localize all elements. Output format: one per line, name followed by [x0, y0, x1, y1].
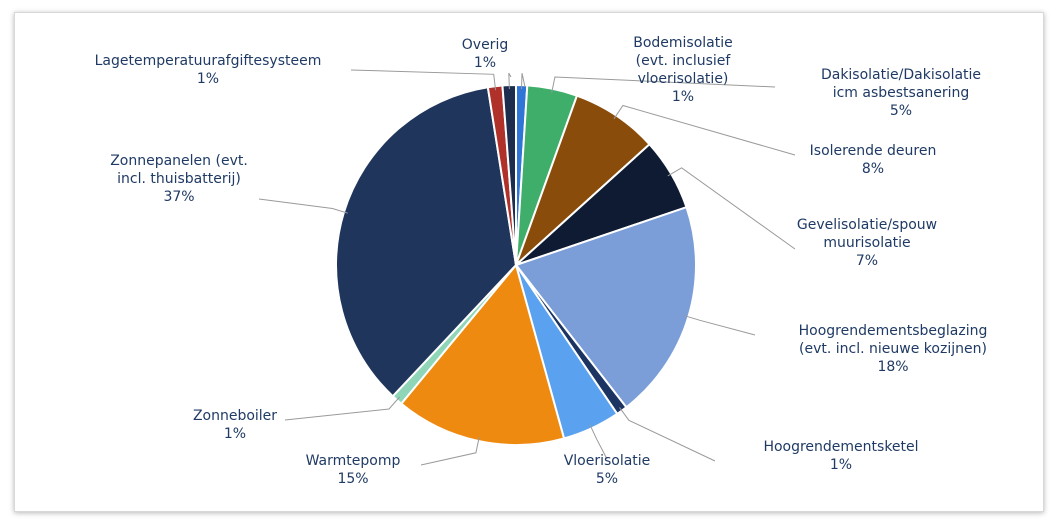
- slice-label-2: Dakisolatie/Dakisolatie icm asbestsanerin…: [821, 67, 981, 119]
- leader-line-5: [684, 315, 756, 336]
- slice-label-3: Isolerende deuren 8%: [810, 143, 937, 177]
- slice-label-11: Lagetemperatuurafgiftesysteem 1%: [95, 53, 322, 87]
- slice-label-8: Warmtepomp 15%: [306, 453, 401, 487]
- leader-line-8: [420, 436, 480, 466]
- slice-label-text: incl. thuisbatterij): [117, 171, 241, 187]
- slice-value-label: 5%: [890, 103, 912, 119]
- slice-label-10: Zonnepanelen (evt. incl. thuisbatterij) 37…: [110, 153, 248, 205]
- slice-label-text: Zonnepanelen (evt.: [110, 153, 248, 169]
- leader-line-7: [589, 424, 608, 460]
- leader-line-3: [613, 104, 796, 156]
- slice-label-text: Hoogrendementsketel: [763, 439, 918, 455]
- leader-line-6: [619, 407, 716, 462]
- slice-label-12: Overig 1%: [462, 37, 508, 71]
- slice-label-text: Overig: [462, 37, 508, 53]
- leader-line-11: [350, 69, 497, 91]
- leader-line-9: [284, 396, 400, 421]
- leader-line-2: [551, 76, 776, 93]
- slice-value-label: 1%: [197, 71, 219, 87]
- slice-label-text: Hoogrendementsbeglazing: [799, 323, 988, 339]
- slice-value-label: 1%: [830, 457, 852, 473]
- slice-value-label: 37%: [163, 189, 194, 205]
- slice-label-text: icm asbestsanering: [833, 85, 970, 101]
- leader-lines: [258, 69, 796, 466]
- slice-label-6: Hoogrendementsketel 1%: [763, 439, 918, 473]
- slice-label-text: Gevelisolatie/spouw: [797, 217, 937, 233]
- slice-value-label: 8%: [862, 161, 884, 177]
- pie-slices: [335, 83, 697, 446]
- slice-label-text: Zonneboiler: [193, 408, 277, 424]
- slice-label-text: (evt. incl. nieuwe kozijnen): [799, 341, 987, 357]
- slice-value-label: 1%: [672, 89, 694, 105]
- leader-line-4: [667, 167, 796, 250]
- leader-line-10: [258, 198, 348, 214]
- slice-label-text: Dakisolatie/Dakisolatie: [821, 67, 981, 83]
- slice-label-text: vloerisolatie): [638, 71, 729, 87]
- slice-label-text: Lagetemperatuurafgiftesysteem: [95, 53, 322, 69]
- slice-label-9: Zonneboiler 1%: [193, 408, 277, 442]
- slice-value-label: 5%: [596, 471, 618, 487]
- slice-label-7: Vloerisolatie 5%: [564, 453, 651, 487]
- leader-line-12: [508, 72, 512, 90]
- slice-label-5: Hoogrendementsbeglazing (evt. incl. nieuw…: [799, 323, 988, 375]
- slice-label-text: Vloerisolatie: [564, 453, 651, 469]
- slice-value-label: 15%: [337, 471, 368, 487]
- slice-label-1: Bodemisolatie (evt. inclusief vloerisolati…: [633, 35, 733, 105]
- slice-label-text: muurisolatie: [823, 235, 910, 251]
- slice-label-text: Isolerende deuren: [810, 143, 937, 159]
- slice-label-text: Bodemisolatie: [633, 35, 733, 51]
- slice-value-label: 1%: [474, 55, 496, 71]
- slice-label-text: Warmtepomp: [306, 453, 401, 469]
- leader-line-1: [521, 72, 526, 90]
- slice-value-label: 1%: [224, 426, 246, 442]
- slice-label-text: (evt. inclusief: [636, 53, 732, 69]
- slice-label-4: Gevelisolatie/spouw muurisolatie 7%: [797, 217, 937, 269]
- slice-value-label: 18%: [877, 359, 908, 375]
- chart-frame: Bodemisolatie (evt. inclusief vloerisolati…: [14, 12, 1044, 512]
- slice-labels: Bodemisolatie (evt. inclusief vloerisolati…: [95, 35, 988, 487]
- slice-value-label: 7%: [856, 253, 878, 269]
- pie-chart: Bodemisolatie (evt. inclusief vloerisolati…: [95, 35, 988, 487]
